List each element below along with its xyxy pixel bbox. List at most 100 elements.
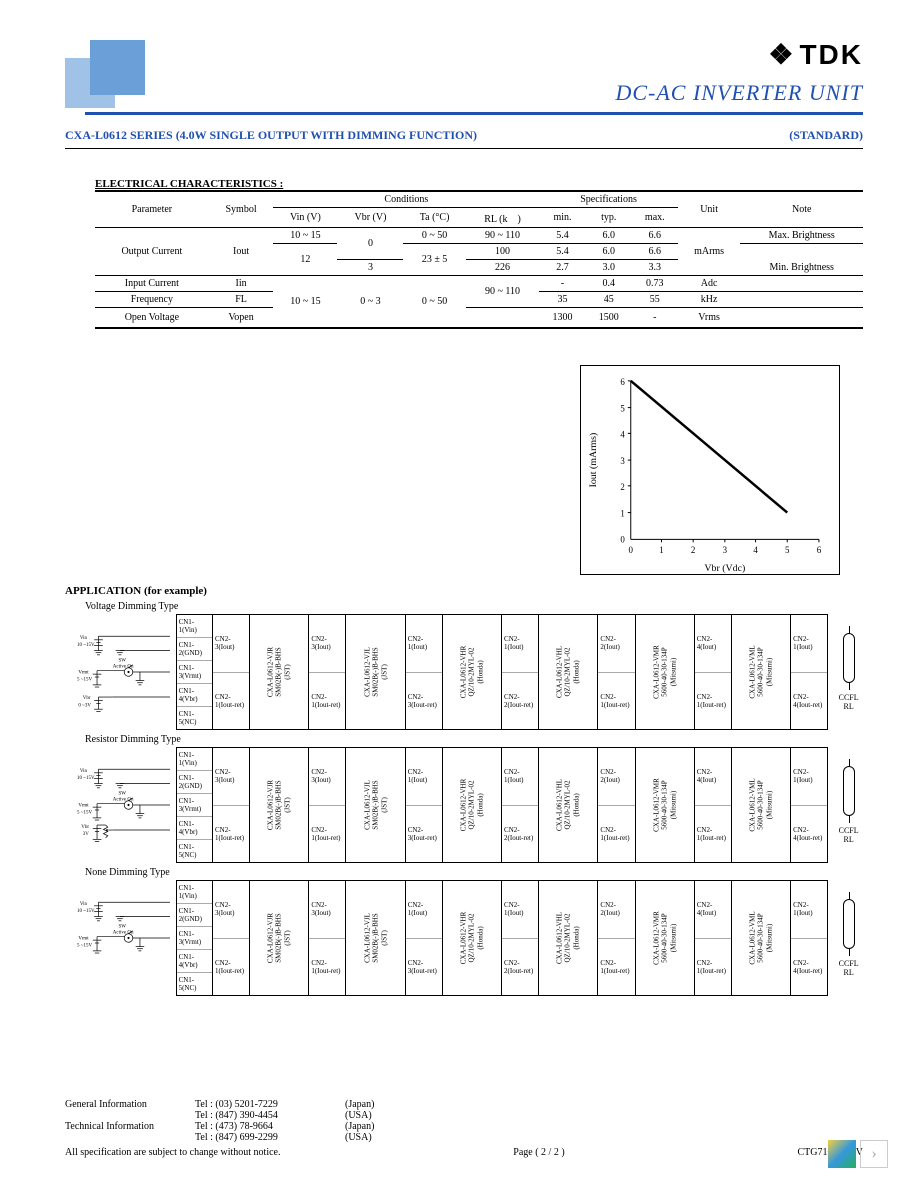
cell: 1500 — [586, 308, 632, 329]
cell: kHz — [678, 292, 741, 308]
cell — [740, 276, 863, 292]
footer-technical: Technical Information — [65, 1121, 195, 1132]
svg-text:10 ~15V: 10 ~15V — [77, 776, 95, 781]
pin-label: CN2-2(Iout) — [598, 748, 634, 806]
dimming-type-label: Resistor Dimming Type — [85, 734, 863, 745]
pin-label: CN1-4(Vbr) — [177, 950, 212, 973]
pin-label: CN2-3(Iout-ret) — [406, 806, 442, 863]
footer: General InformationTel : (03) 5201-7229(… — [65, 1099, 863, 1158]
connector-cn2: CN2-1(Iout)CN2-4(Iout-ret) — [791, 614, 828, 730]
pin-label: CN2-3(Iout) — [309, 748, 345, 806]
svg-text:3V: 3V — [83, 832, 90, 837]
svg-text:10 ~15V: 10 ~15V — [77, 909, 95, 914]
footer-tel: Tel : (473) 78-9664 — [195, 1121, 345, 1132]
pin-label: CN1-2(GND) — [177, 638, 212, 661]
svg-text:Active On: Active On — [113, 931, 134, 936]
svg-text:Active On: Active On — [113, 798, 134, 803]
svg-text:Vrmt: Vrmt — [78, 803, 89, 808]
connector-cn2: CN2-1(Iout)CN2-3(Iout-ret) — [406, 747, 443, 863]
svg-text:SW: SW — [118, 924, 126, 929]
connector-cn2: CN2-1(Iout)CN2-3(Iout-ret) — [406, 614, 443, 730]
pin-label: CN2-1(Iout) — [406, 615, 442, 673]
chart-ylabel: Iout (mArms) — [588, 433, 599, 488]
model-box: CXA-L0612-VHLQZ/10-2MYL-02(Honda) — [539, 880, 598, 996]
pin-label: CN2-1(Iout-ret) — [213, 673, 249, 730]
ccfl-load: CCFLRL — [828, 880, 863, 996]
brand-logo: TDK — [768, 38, 863, 71]
th-ta: Ta (°C) — [403, 208, 465, 228]
pin-label: CN2-1(Iout) — [791, 615, 827, 673]
connector-cn1: CN1-1(Vin)CN1-2(GND)CN1-3(Vrmt)CN1-4(Vbr… — [176, 614, 213, 730]
svg-text:Vin: Vin — [80, 902, 88, 907]
cell: Iout — [209, 228, 274, 276]
model-box: CXA-L0612-VML5600-40-30-134P(Mitsumi) — [732, 747, 791, 863]
pin-label: CN2-2(Iout) — [598, 615, 634, 673]
model-box: CXA-L0612-VML5600-40-30-134P(Mitsumi) — [732, 880, 791, 996]
model-box: CXA-L0612-VHRQZ/10-2MYL-02(Honda) — [443, 880, 502, 996]
svg-text:2: 2 — [691, 545, 695, 555]
th-conditions: Conditions — [273, 191, 539, 208]
cell: 0 ~ 50 — [403, 276, 465, 329]
model-box: CXA-L0612-VJRSM02B(-)B-BHS(JST) — [250, 614, 309, 730]
pager: › — [828, 1140, 888, 1168]
pin-label: CN2-3(Iout) — [309, 881, 345, 939]
connector-cn2: CN2-3(Iout)CN2-1(Iout-ret) — [309, 614, 346, 730]
model-box: CXA-L0612-VJLSM02B(-)B-BHS(JST) — [346, 880, 405, 996]
cell: 90 ~ 110 — [466, 276, 540, 308]
ccfl-tube-icon — [843, 899, 855, 949]
decorative-square-2 — [90, 40, 145, 95]
pin-label: CN1-2(GND) — [177, 771, 212, 794]
th-vin: Vin (V) — [273, 208, 337, 228]
cell: Max. Brightness — [740, 228, 863, 244]
cell: 5.4 — [539, 228, 585, 244]
electrical-table: Parameter Symbol Conditions Specificatio… — [95, 190, 863, 329]
model-box: CXA-L0612-VJRSM02B(-)B-BHS(JST) — [250, 880, 309, 996]
th-specifications: Specifications — [539, 191, 677, 208]
cell: 5.4 — [539, 244, 585, 260]
pin-label: CN1-5(NC) — [177, 707, 212, 729]
cell: 0 ~ 3 — [337, 276, 403, 329]
pin-label: CN2-2(Iout) — [598, 881, 634, 939]
th-parameter: Parameter — [95, 191, 209, 228]
th-rl: RL (k ) — [466, 208, 540, 228]
connector-cn2: CN2-2(Iout)CN2-1(Iout-ret) — [598, 880, 635, 996]
connector-cn2: CN2-1(Iout)CN2-2(Iout-ret) — [502, 880, 539, 996]
ccfl-label: CCFL — [839, 959, 859, 968]
cell: - — [632, 308, 678, 329]
dimming-type-label: None Dimming Type — [85, 867, 863, 878]
pager-logo-icon[interactable] — [828, 1140, 856, 1168]
svg-text:4: 4 — [620, 429, 625, 439]
ccfl-label: CCFL — [839, 693, 859, 702]
ccfl-load: CCFLRL — [828, 614, 863, 730]
pager-next-button[interactable]: › — [860, 1140, 888, 1168]
model-box: CXA-L0612-VHLQZ/10-2MYL-02(Honda) — [539, 747, 598, 863]
footer-tel: Tel : (03) 5201-7229 — [195, 1099, 345, 1110]
cell: 0.73 — [632, 276, 678, 292]
input-circuit: Vin10 ~15V SWActive On Vrmt5 ~15V Vbr0 ~… — [75, 614, 176, 730]
th-max: max. — [632, 208, 678, 228]
connector-cn2: CN2-3(Iout)CN2-1(Iout-ret) — [213, 614, 250, 730]
pin-label: CN2-1(Iout-ret) — [309, 673, 345, 730]
pin-label: CN2-3(Iout-ret) — [406, 939, 442, 996]
rl-label: RL — [844, 835, 854, 844]
pin-label: CN1-1(Vin) — [177, 748, 212, 771]
pin-label: CN1-4(Vbr) — [177, 684, 212, 707]
th-symbol: Symbol — [209, 191, 274, 228]
cell: 10 ~ 15 — [273, 228, 337, 244]
connector-cn2: CN2-3(Iout)CN2-1(Iout-ret) — [309, 747, 346, 863]
connector-cn2: CN2-1(Iout)CN2-2(Iout-ret) — [502, 747, 539, 863]
svg-text:Vin: Vin — [80, 769, 88, 774]
svg-text:3: 3 — [723, 545, 728, 555]
svg-text:6: 6 — [817, 545, 822, 555]
standard-label: (STANDARD) — [789, 128, 863, 143]
svg-text:6: 6 — [620, 377, 625, 387]
cell: 100 — [466, 244, 540, 260]
pin-label: CN2-1(Iout-ret) — [695, 939, 731, 996]
svg-text:3: 3 — [620, 456, 625, 466]
pin-label: CN2-1(Iout) — [406, 748, 442, 806]
ccfl-tube-icon — [843, 766, 855, 816]
rl-label: RL — [844, 968, 854, 977]
pin-label: CN2-4(Iout-ret) — [791, 806, 827, 863]
footer-loc: (Japan) — [345, 1099, 425, 1110]
pin-label: CN2-3(Iout) — [213, 748, 249, 806]
